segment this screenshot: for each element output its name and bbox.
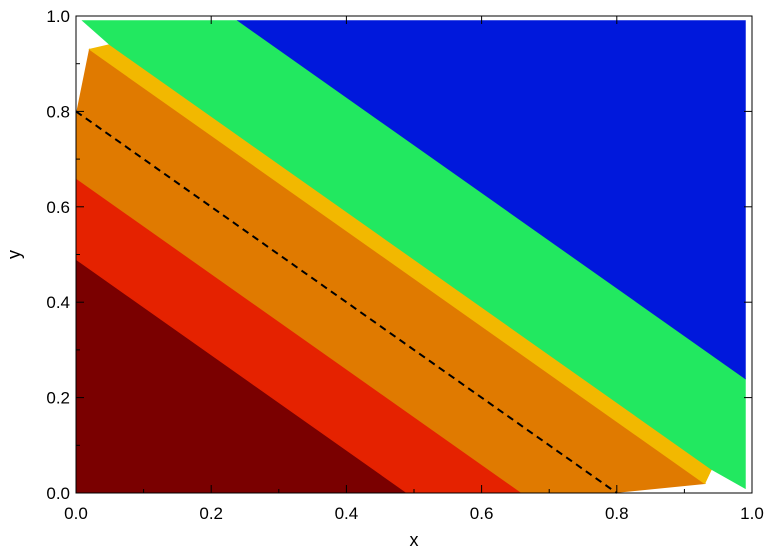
x-tick-label: 0.8: [605, 504, 629, 523]
y-axis-label: y: [4, 250, 24, 259]
x-tick-label: 0.0: [64, 504, 88, 523]
x-tick-label: 0.2: [199, 504, 223, 523]
x-axis: 0.0 0.2 0.4 0.6 0.8 1.0: [64, 16, 764, 523]
x-tick-label: 0.4: [335, 504, 359, 523]
contour-regions: [76, 16, 752, 493]
x-axis-label: x: [410, 530, 419, 550]
y-tick-label: 0.8: [46, 102, 70, 121]
y-tick-label: 0.0: [46, 484, 70, 503]
region-blue-region: [236, 20, 746, 380]
y-tick-label: 0.6: [46, 198, 70, 217]
y-tick-label: 0.2: [46, 389, 70, 408]
y-axis: 0.0 0.2 0.4 0.6 0.8 1.0: [46, 7, 752, 503]
y-tick-label: 0.4: [46, 293, 70, 312]
y-tick-label: 1.0: [46, 7, 70, 26]
x-tick-label: 1.0: [740, 504, 764, 523]
dashed-line-0: [75, 110, 618, 494]
x-tick-label: 0.6: [470, 504, 494, 523]
plot-area: [75, 15, 753, 494]
